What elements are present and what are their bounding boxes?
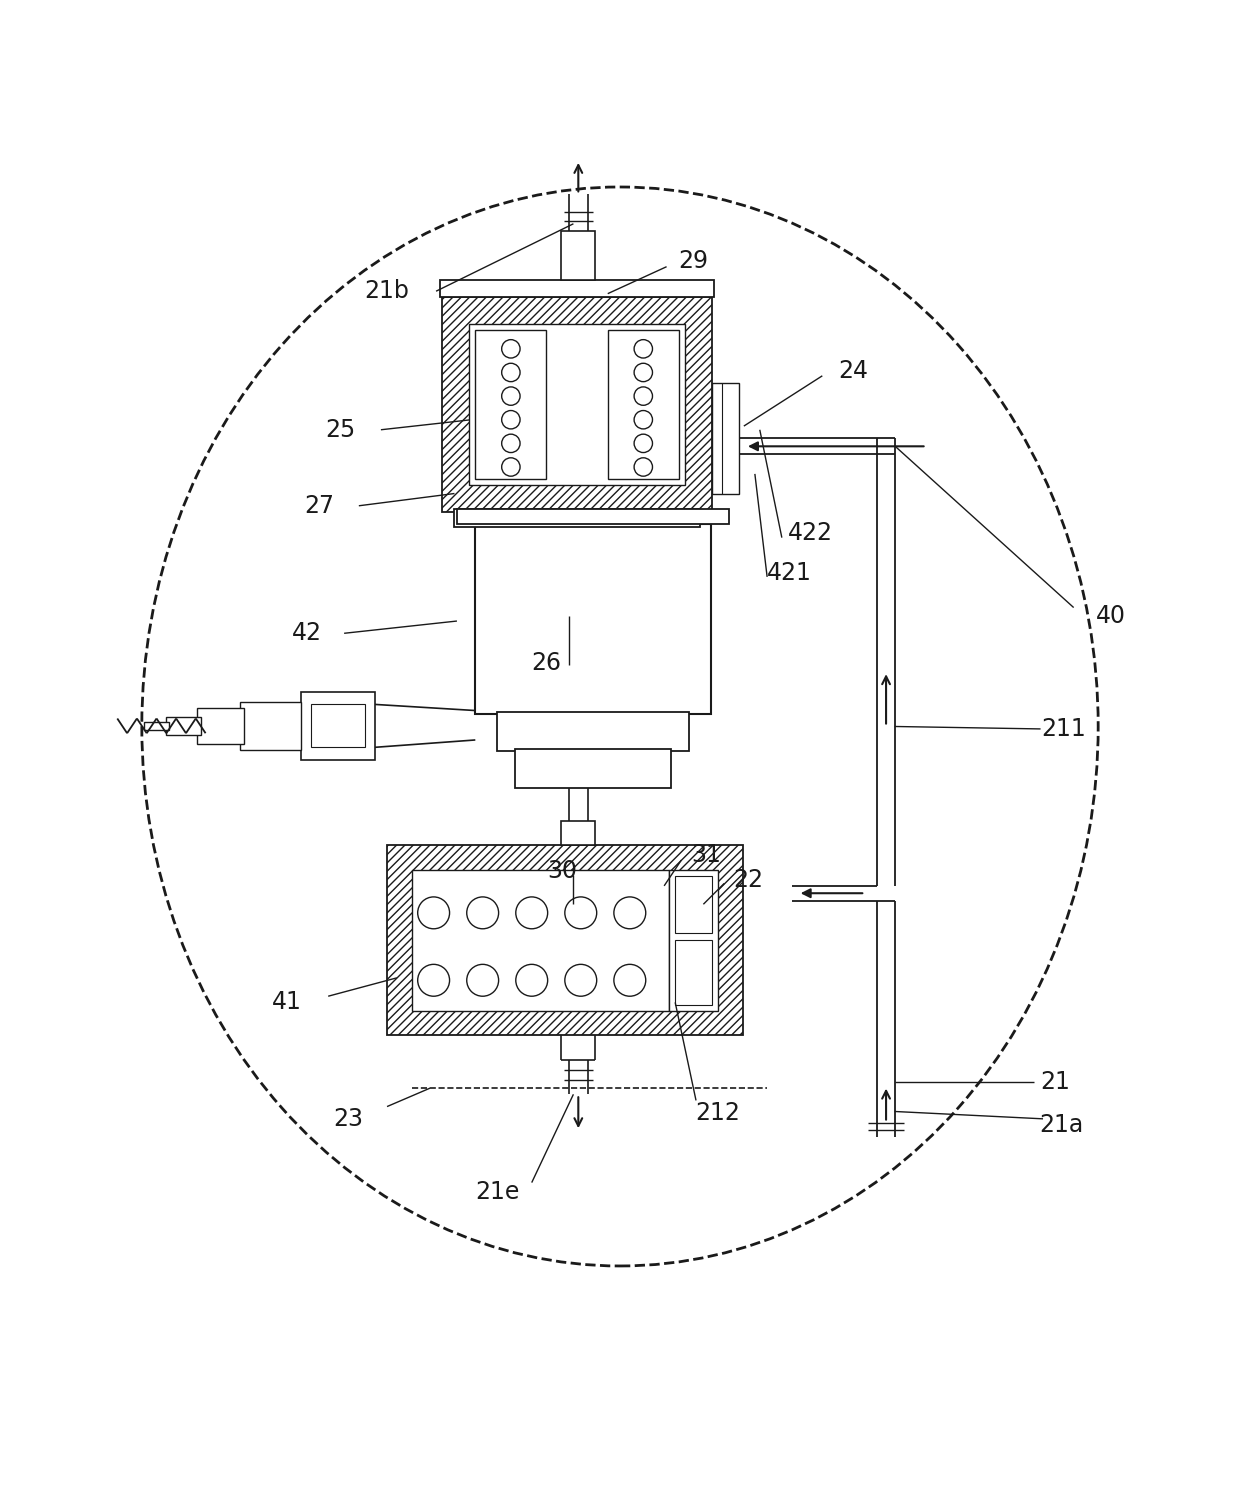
Bar [712, 383, 739, 494]
Circle shape [634, 388, 652, 406]
Circle shape [502, 363, 520, 382]
Text: 41: 41 [272, 990, 301, 1014]
Bar [301, 692, 374, 760]
Bar [608, 330, 678, 479]
Circle shape [502, 388, 520, 406]
Bar [562, 822, 595, 846]
Bar [455, 509, 699, 527]
Bar [311, 704, 365, 748]
Bar [412, 870, 670, 1011]
Circle shape [634, 339, 652, 357]
Circle shape [516, 964, 548, 996]
Bar [440, 281, 714, 297]
Text: 421: 421 [766, 562, 812, 586]
Circle shape [634, 434, 652, 452]
Text: 31: 31 [691, 843, 720, 867]
Circle shape [418, 964, 450, 996]
Text: 40: 40 [1095, 604, 1126, 628]
Text: 21: 21 [1040, 1069, 1070, 1093]
Text: 21b: 21b [365, 279, 409, 303]
Circle shape [565, 964, 596, 996]
Text: 211: 211 [1042, 716, 1086, 740]
Circle shape [634, 363, 652, 382]
Bar [497, 712, 688, 751]
Bar [675, 940, 712, 1005]
Circle shape [502, 410, 520, 430]
Bar [456, 509, 729, 524]
Bar [166, 716, 201, 734]
Circle shape [516, 897, 548, 928]
Circle shape [502, 339, 520, 357]
Circle shape [502, 434, 520, 452]
Circle shape [634, 410, 652, 430]
Bar [469, 324, 684, 485]
Text: 23: 23 [332, 1107, 363, 1131]
Text: 212: 212 [696, 1101, 740, 1125]
Circle shape [418, 897, 450, 928]
Circle shape [614, 964, 646, 996]
Circle shape [634, 458, 652, 476]
Bar [475, 330, 547, 479]
Bar [515, 748, 672, 787]
Text: 42: 42 [293, 622, 322, 646]
Text: 29: 29 [678, 248, 708, 272]
Bar [443, 297, 712, 512]
Circle shape [502, 458, 520, 476]
Bar [239, 701, 301, 749]
Bar [670, 870, 718, 1011]
Circle shape [565, 897, 596, 928]
Bar [197, 707, 243, 743]
Bar [562, 231, 595, 281]
Text: 24: 24 [838, 359, 868, 383]
Bar [387, 846, 743, 1035]
Text: 27: 27 [305, 494, 335, 518]
Bar [144, 721, 169, 730]
Text: 422: 422 [787, 521, 832, 545]
Text: 21a: 21a [1039, 1113, 1084, 1137]
Bar [675, 876, 712, 933]
Text: 21e: 21e [475, 1181, 520, 1205]
Bar [475, 524, 711, 715]
Circle shape [614, 897, 646, 928]
Circle shape [466, 897, 498, 928]
Circle shape [466, 964, 498, 996]
Text: 26: 26 [532, 650, 562, 674]
Text: 25: 25 [325, 418, 356, 442]
Text: 22: 22 [734, 868, 764, 892]
Text: 30: 30 [547, 859, 578, 883]
